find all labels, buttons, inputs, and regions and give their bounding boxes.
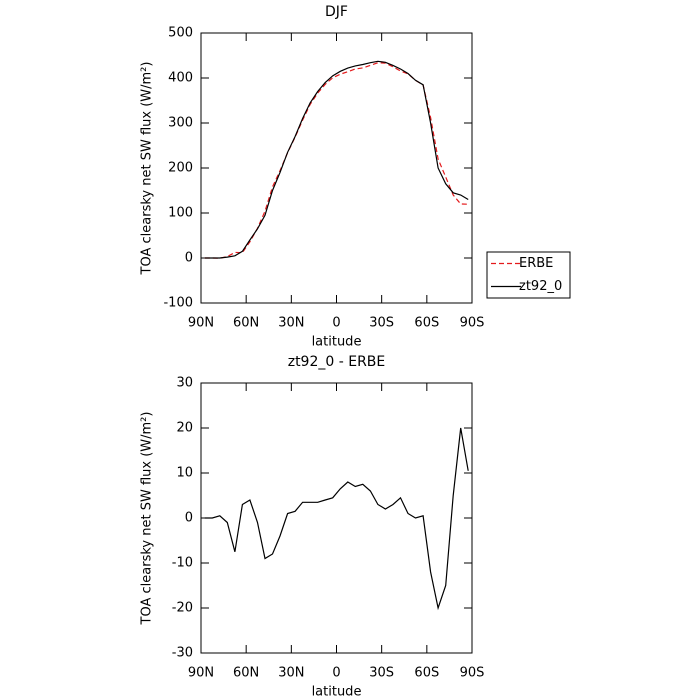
line-series (204, 62, 469, 259)
line-series (204, 427, 469, 611)
y-tick-label: 10 (176, 466, 193, 481)
x-tick-label: 60S (414, 316, 439, 331)
y-tick-label: -20 (172, 601, 193, 616)
x-tick-label: 60N (233, 666, 259, 681)
y-tick-label: 20 (176, 421, 193, 436)
x-tick-label: 90N (188, 666, 214, 681)
x-tick-label: 90S (460, 316, 485, 331)
y-tick-label: 400 (168, 71, 193, 86)
y-tick-label: -100 (163, 296, 193, 311)
legend-box (486, 251, 571, 299)
x-tick-label: 30N (278, 666, 304, 681)
line-series (204, 60, 469, 259)
x-tick-label: 30N (278, 316, 304, 331)
x-tick-label: 30S (369, 666, 394, 681)
x-tick-label: 60S (414, 666, 439, 681)
legend-label: zt92_0 (519, 279, 562, 294)
y-tick-label: 0 (185, 251, 193, 266)
y-tick-label: -10 (172, 556, 193, 571)
plot-frame (200, 382, 473, 654)
x-tick-label: 90N (188, 316, 214, 331)
chart-title: zt92_0 - ERBE (288, 354, 386, 370)
y-tick-label: 500 (168, 26, 193, 41)
x-tick-label: 0 (332, 316, 340, 331)
y-tick-label: 200 (168, 161, 193, 176)
chart-title: DJF (325, 4, 348, 20)
x-tick-label: 0 (332, 666, 340, 681)
y-tick-label: 100 (168, 206, 193, 221)
x-axis-label: latitude (312, 685, 362, 700)
y-tick-label: 300 (168, 116, 193, 131)
x-tick-label: 90S (460, 666, 485, 681)
y-tick-label: 30 (176, 376, 193, 391)
y-axis-label: TOA clearsky net SW flux (W/m²) (140, 412, 155, 626)
legend-label: ERBE (519, 256, 553, 271)
x-tick-label: 60N (233, 316, 259, 331)
y-tick-label: -30 (172, 646, 193, 661)
x-tick-label: 30S (369, 316, 394, 331)
y-axis-label: TOA clearsky net SW flux (W/m²) (140, 62, 155, 276)
x-axis-label: latitude (312, 335, 362, 350)
y-tick-label: 0 (185, 511, 193, 526)
